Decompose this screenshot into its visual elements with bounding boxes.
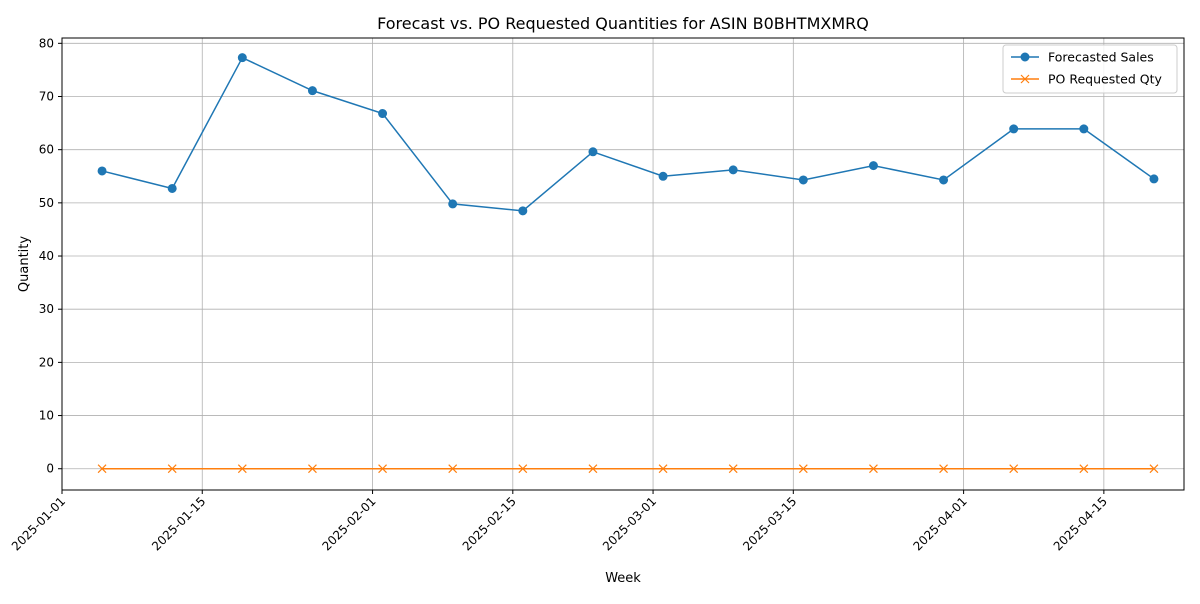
x-tick-label: 2025-04-15	[1051, 494, 1110, 553]
data-point	[868, 161, 878, 171]
grid	[61, 38, 1184, 490]
ticks: 0 10 20 30 40 50 60 70 80 2025-01-01 2025-01-15 202…	[9, 36, 1110, 553]
data-point	[237, 53, 247, 63]
y-tick-label: 30	[39, 302, 54, 316]
data-point	[798, 464, 808, 474]
plot-frame	[61, 37, 1185, 491]
data-point	[1079, 124, 1089, 134]
y-tick-label: 40	[39, 249, 54, 263]
data-point	[939, 175, 949, 185]
data-point	[728, 464, 738, 474]
legend-box	[1002, 44, 1178, 94]
data-point	[378, 464, 387, 474]
y-tick-label: 10	[39, 409, 54, 423]
y-tick-label: 50	[39, 196, 54, 210]
legend-swatch-marker	[1020, 52, 1030, 62]
y-tick-label: 20	[39, 355, 54, 369]
data-point	[97, 166, 107, 176]
x-tick-label: 2025-03-01	[600, 494, 659, 553]
y-tick-label: 0	[46, 462, 54, 476]
chart-title: Forecast vs. PO Requested Quantities for…	[377, 14, 869, 33]
data-point	[1009, 464, 1019, 474]
data-point	[1149, 464, 1159, 474]
data-point	[167, 183, 177, 193]
y-axis-label: Quantity	[17, 236, 32, 292]
data-point	[378, 109, 388, 119]
data-point	[237, 464, 247, 474]
x-tick-label: 2025-01-01	[9, 494, 68, 553]
data-point	[658, 464, 668, 474]
x-tick-label: 2025-01-15	[149, 494, 208, 553]
data-point	[448, 464, 458, 474]
data-point	[1149, 174, 1159, 184]
y-tick-label: 80	[39, 36, 54, 50]
data-point	[939, 464, 948, 474]
data-point	[798, 175, 808, 185]
legend-label: PO Requested Qty	[1048, 72, 1162, 87]
data-point	[97, 464, 107, 474]
data-point	[588, 147, 598, 157]
data-point	[1009, 124, 1019, 134]
data-point	[167, 464, 177, 474]
legend-swatch-marker	[1020, 74, 1030, 84]
x-axis-label: Week	[605, 571, 641, 586]
data-point	[448, 199, 458, 209]
data-point	[307, 86, 317, 96]
x-tick-label: 2025-03-15	[740, 494, 799, 553]
series-po-requested-qty	[97, 464, 1159, 474]
series-line	[101, 56, 1155, 212]
legend: Forecasted Sales PO Requested Qty	[1002, 44, 1178, 94]
data-point	[658, 171, 668, 181]
data-point	[588, 464, 598, 474]
x-tick-label: 2025-04-01	[911, 494, 970, 553]
y-tick-label: 60	[39, 143, 54, 157]
data-point	[1079, 464, 1089, 474]
series-layer	[97, 53, 1159, 474]
data-point	[518, 206, 528, 216]
data-point	[308, 464, 317, 474]
data-point	[518, 464, 528, 474]
legend-label: Forecasted Sales	[1048, 50, 1154, 65]
series-forecasted-sales	[97, 53, 1159, 216]
y-tick-label: 70	[39, 89, 54, 103]
x-tick-label: 2025-02-15	[460, 494, 519, 553]
x-tick-label: 2025-02-01	[319, 494, 378, 553]
data-point	[869, 464, 878, 474]
data-point	[728, 165, 738, 175]
